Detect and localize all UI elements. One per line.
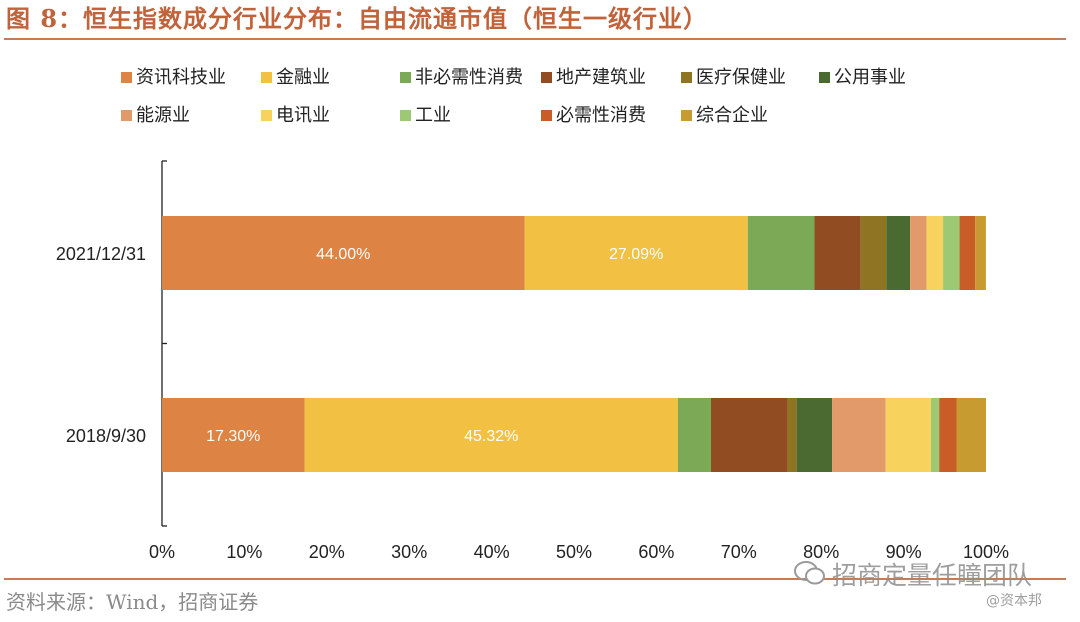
bar-segment: [162, 216, 525, 290]
legend-label: 公用事业: [834, 67, 906, 88]
title-underline: [4, 38, 1066, 40]
x-tick-label: 70%: [721, 542, 757, 562]
bar-segment: [832, 398, 886, 472]
legend-swatch: [121, 110, 132, 121]
legend-swatch: [819, 72, 830, 83]
bar-segment: [787, 398, 797, 472]
legend-swatch: [400, 110, 411, 121]
chart-bars: [162, 216, 986, 472]
legend-label: 医疗保健业: [696, 67, 786, 88]
legend-label: 工业: [415, 105, 451, 126]
legend-item: 公用事业: [819, 67, 906, 88]
legend-swatch: [681, 110, 692, 121]
bar-data-label: 44.00%: [316, 246, 370, 263]
legend-item: 电讯业: [261, 105, 330, 126]
x-tick-label: 10%: [226, 542, 262, 562]
legend-swatch: [681, 72, 692, 83]
legend-item: 非必需性消费: [400, 67, 523, 88]
legend-item: 资讯科技业: [121, 67, 226, 88]
legend-label: 资讯科技业: [136, 67, 226, 88]
legend-item: 医疗保健业: [681, 67, 786, 88]
x-tick-label: 60%: [638, 542, 674, 562]
legend-swatch: [261, 72, 272, 83]
bar-segment: [885, 398, 931, 472]
category-label: 2021/12/31: [56, 244, 146, 264]
watermark-text: 招商定量任瞳团队: [832, 561, 1033, 590]
legend-item: 必需性消费: [541, 105, 646, 126]
bar-segment: [956, 398, 986, 472]
bar-segment: [860, 216, 887, 290]
legend-label: 必需性消费: [556, 105, 646, 126]
bar-segment: [943, 216, 960, 290]
source-note: 资料来源：Wind，招商证券: [6, 590, 259, 614]
bar-segment: [814, 216, 861, 290]
footer-rule: [4, 578, 1066, 580]
wechat-icon: [794, 561, 825, 585]
x-tick-label: 20%: [309, 542, 345, 562]
x-tick-label: 0%: [149, 542, 175, 562]
bar-data-label: 17.30%: [206, 428, 260, 445]
legend-item: 能源业: [121, 105, 190, 126]
bar-segment: [796, 398, 833, 472]
bar-segment: [926, 216, 944, 290]
x-tick-label: 90%: [886, 542, 922, 562]
bar-segment: [886, 216, 911, 290]
data-labels: 44.00% 27.09% 17.30% 45.32%: [206, 246, 663, 445]
legend-label: 金融业: [276, 67, 330, 88]
bar-segment: [677, 398, 711, 472]
legend-item: 综合企业: [681, 105, 768, 126]
x-tick-label: 40%: [474, 542, 510, 562]
legend-item: 工业: [400, 105, 451, 126]
x-tick-label: 30%: [391, 542, 427, 562]
legend-swatch: [261, 110, 272, 121]
bar-segment: [975, 216, 986, 290]
x-tick-label: 80%: [803, 542, 839, 562]
bar-data-label: 27.09%: [609, 246, 663, 263]
figure-title: 图 8：恒生指数成分行业分布：自由流通市值（恒生一级行业）: [6, 4, 709, 33]
bar-segment: [930, 398, 940, 472]
bar-segment: [959, 216, 976, 290]
category-label: 2018/9/30: [66, 426, 146, 446]
legend-swatch: [541, 72, 552, 83]
bar-segment: [710, 398, 788, 472]
legend-swatch: [121, 72, 132, 83]
bar-segment: [162, 398, 305, 472]
watermark-subtext: @资本邦: [986, 593, 1042, 609]
x-tick-label: 100%: [963, 542, 1009, 562]
bar-segment: [304, 398, 678, 472]
legend-item: 地产建筑业: [541, 67, 646, 88]
bar-segment: [910, 216, 927, 290]
bar-segment: [524, 216, 748, 290]
x-tick-label: 50%: [556, 542, 592, 562]
chart-axes: 2021/12/31 2018/9/30 0% 10% 20% 30% 40% 50% 60% 7…: [56, 160, 1009, 562]
legend-label: 地产建筑业: [556, 67, 646, 88]
legend-label: 综合企业: [696, 105, 768, 126]
legend-swatch: [541, 110, 552, 121]
legend-label: 电讯业: [276, 105, 330, 126]
legend-swatch: [400, 72, 411, 83]
legend-item: 金融业: [261, 67, 330, 88]
legend-label: 非必需性消费: [415, 67, 523, 88]
bar-data-label: 45.32%: [464, 428, 518, 445]
bar-segment: [747, 216, 815, 290]
bar-segment: [939, 398, 957, 472]
legend-label: 能源业: [136, 105, 190, 126]
